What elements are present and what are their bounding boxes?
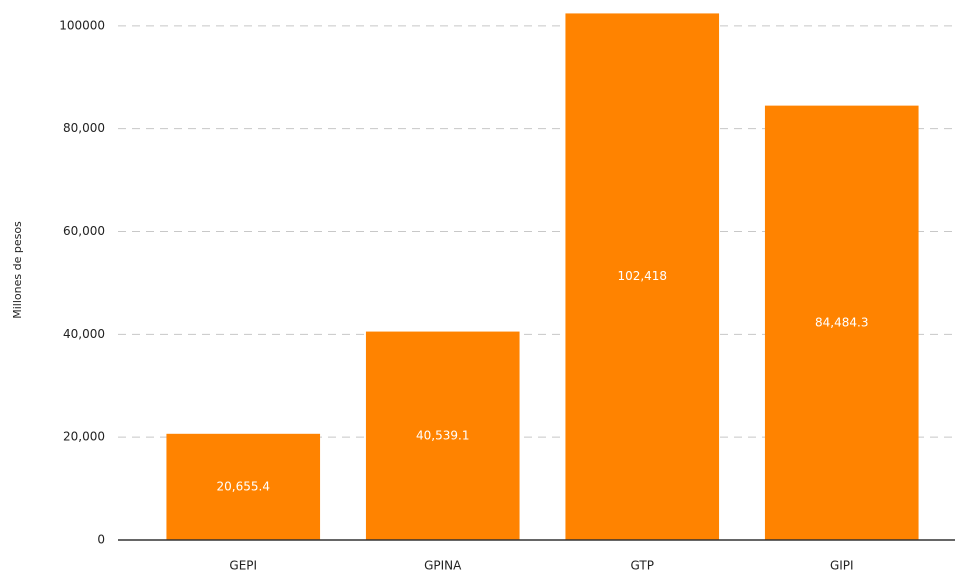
y-tick-label: 80,000 [63, 121, 105, 135]
value-label: 84,484.3 [815, 315, 868, 329]
y-tick-label: 100000 [59, 18, 105, 32]
value-label: 20,655.4 [217, 479, 270, 493]
y-tick-label: 0 [97, 533, 105, 547]
y-tick-label: 60,000 [63, 224, 105, 238]
y-axis-title: Millones de pesos [11, 221, 24, 319]
value-label: 40,539.1 [416, 428, 469, 442]
x-tick-label: GEPI [229, 559, 257, 573]
value-label: 102,418 [617, 269, 667, 283]
bar [166, 433, 321, 540]
bar [365, 331, 520, 540]
y-tick-label: 40,000 [63, 327, 105, 341]
x-tick-label: GTP [631, 559, 654, 573]
x-tick-label: GIPI [830, 559, 854, 573]
bar [764, 105, 919, 540]
bar [565, 13, 720, 540]
x-tick-label: GPINA [424, 559, 462, 573]
y-tick-label: 20,000 [63, 430, 105, 444]
